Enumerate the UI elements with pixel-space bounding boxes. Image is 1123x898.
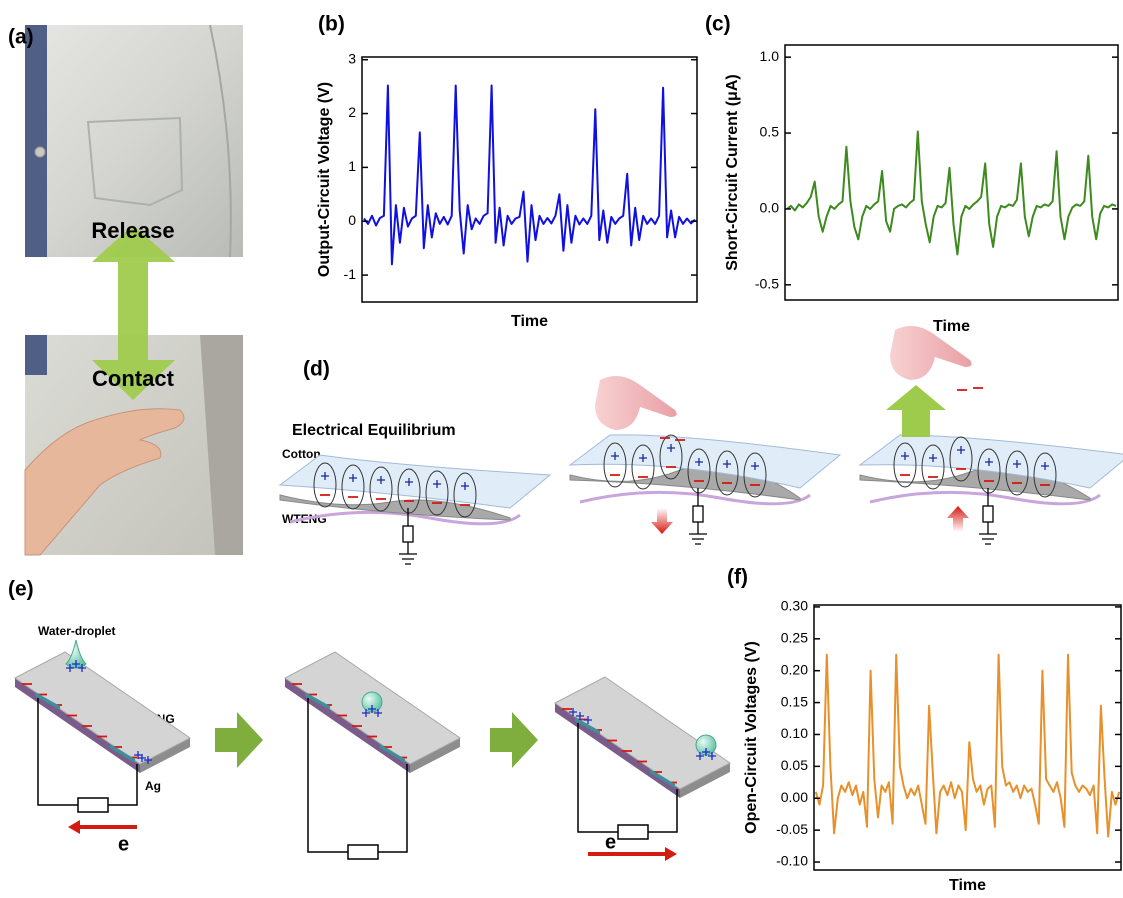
electron-arrow <box>588 847 677 861</box>
panel-label: (b) <box>318 13 345 36</box>
y-tick-label: 2 <box>348 104 356 120</box>
process-arrow <box>215 712 263 768</box>
electron-label: e <box>605 831 616 853</box>
device-diagram <box>280 455 550 564</box>
plot-frame <box>785 45 1118 300</box>
y-tick-label: 0.5 <box>760 124 780 140</box>
droplet-device <box>555 677 730 861</box>
y-tick-label: 0.30 <box>781 598 808 614</box>
droplet-device <box>15 640 190 834</box>
data-line <box>787 132 1116 255</box>
x-axis-label: Time <box>933 318 970 335</box>
up-arrow-red <box>947 506 969 532</box>
release-label: Release <box>91 218 174 243</box>
y-tick-label: 0 <box>348 212 356 228</box>
panel-label: (e) <box>8 578 34 601</box>
y-axis-label: Output-Circuit Voltage (V) <box>316 82 333 277</box>
y-tick-label: 3 <box>348 50 356 66</box>
y-tick-label: 1 <box>348 158 356 174</box>
plate-top <box>555 677 730 789</box>
y-tick-label: 0.20 <box>781 661 808 677</box>
figure: (a) Release Contact (d) Electrical Equil… <box>0 0 1123 898</box>
y-tick-label: 0.00 <box>781 789 808 805</box>
plate-top <box>15 652 190 764</box>
y-tick-label: -0.05 <box>776 821 808 837</box>
panel-label: (a) <box>8 26 34 49</box>
resistor <box>403 526 413 542</box>
device-diagram <box>570 435 840 544</box>
y-tick-label: -1 <box>344 266 357 282</box>
up-arrow <box>886 385 946 437</box>
contact-label: Contact <box>92 366 175 391</box>
electrode-label: Ag <box>145 779 161 793</box>
y-tick-label: 0.05 <box>781 757 808 773</box>
resistor <box>693 506 703 522</box>
button <box>35 147 45 157</box>
droplet-device <box>285 652 460 859</box>
resistor <box>78 798 108 812</box>
plot-frame <box>814 605 1121 870</box>
device-diagram <box>860 435 1123 544</box>
electron-arrow <box>68 820 137 834</box>
y-tick-label: 1.0 <box>760 48 780 64</box>
y-tick-label: 0.15 <box>781 693 808 709</box>
y-tick-label: 0.0 <box>760 200 780 216</box>
electron-label: e <box>118 833 129 855</box>
y-axis-label: Open-Circuit Voltages (V) <box>743 641 760 834</box>
data-line <box>364 86 695 265</box>
y-tick-label: 0.10 <box>781 725 808 741</box>
down-arrow <box>651 508 673 534</box>
resistor <box>618 825 648 839</box>
plot-frame <box>362 57 697 302</box>
photo-panel <box>25 25 243 555</box>
process-arrow <box>490 712 538 768</box>
data-line <box>816 655 1119 837</box>
x-axis-label: Time <box>511 313 548 330</box>
y-tick-label: -0.5 <box>755 276 779 292</box>
y-axis-label: Short-Circuit Current (μA) <box>724 74 741 270</box>
sleeve <box>25 25 47 257</box>
sleeve <box>25 335 47 375</box>
panel-label: (f) <box>727 566 748 589</box>
hand-icon <box>595 376 677 430</box>
y-tick-label: 0.25 <box>781 630 808 646</box>
y-tick-label: -0.10 <box>776 853 808 869</box>
x-axis-label: Time <box>949 877 986 894</box>
resistor <box>348 845 378 859</box>
droplet-label: Water-droplet <box>38 624 116 638</box>
diagram-title: Electrical Equilibrium <box>292 422 456 439</box>
panel-label: (c) <box>705 13 731 36</box>
panel-label: (d) <box>303 358 330 381</box>
resistor <box>983 506 993 522</box>
